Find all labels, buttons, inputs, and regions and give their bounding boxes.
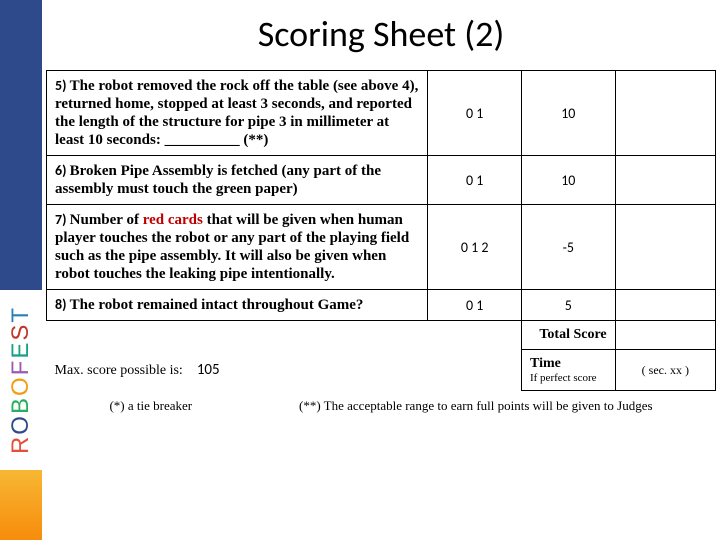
row-desc: The robot removed the rock off the table… bbox=[55, 78, 418, 148]
row-blank bbox=[615, 71, 715, 156]
time-label: Time If perfect score bbox=[521, 350, 615, 391]
row-num: 7) bbox=[55, 211, 66, 228]
row-pts: 10 bbox=[521, 156, 615, 205]
table-row: 5) The robot removed the rock off the ta… bbox=[47, 71, 716, 156]
time-unit: ( sec. xx ) bbox=[615, 350, 715, 391]
row-opts: 0 1 bbox=[428, 156, 522, 205]
total-row: Total Score bbox=[47, 321, 716, 350]
footnotes: (*) a tie breaker (**) The acceptable ra… bbox=[46, 391, 716, 421]
max-label: Max. score possible is: bbox=[55, 363, 183, 378]
table-row: 7) Number of red cards that will be give… bbox=[47, 205, 716, 290]
max-score-row: Max. score possible is: 105 Time If perf… bbox=[47, 350, 716, 391]
page-title: Scoring Sheet (2) bbox=[42, 12, 720, 56]
row-pts: 10 bbox=[521, 71, 615, 156]
red-cards-text: red cards bbox=[143, 212, 203, 228]
sidebar-blue-block bbox=[0, 0, 42, 290]
table-row: 6) Broken Pipe Assembly is fetched (any … bbox=[47, 156, 716, 205]
left-sidebar: ROBOFEST bbox=[0, 0, 42, 540]
footnote-a: (*) a tie breaker bbox=[109, 398, 192, 414]
row-desc: The robot remained intact throughout Gam… bbox=[70, 297, 364, 313]
row-pts: 5 bbox=[521, 290, 615, 321]
scoring-sheet: 5) The robot removed the rock off the ta… bbox=[46, 70, 716, 421]
footnote-b: (**) The acceptable range to earn full p… bbox=[299, 398, 653, 414]
row-num: 6) bbox=[55, 162, 66, 179]
row-opts: 0 1 bbox=[428, 290, 522, 321]
row-num: 5) bbox=[55, 77, 66, 94]
sidebar-orange-block bbox=[0, 470, 42, 540]
score-table: 5) The robot removed the rock off the ta… bbox=[46, 70, 716, 391]
row-blank bbox=[615, 156, 715, 205]
row-opts: 0 1 bbox=[428, 71, 522, 156]
row-desc: Broken Pipe Assembly is fetched (any par… bbox=[55, 163, 381, 197]
total-score-blank bbox=[615, 321, 715, 350]
max-value: 105 bbox=[197, 361, 220, 379]
table-row: 8) The robot remained intact throughout … bbox=[47, 290, 716, 321]
row-num: 8) bbox=[55, 296, 66, 313]
row-blank bbox=[615, 205, 715, 290]
row-blank bbox=[615, 290, 715, 321]
robofest-logo: ROBOFEST bbox=[0, 290, 42, 470]
row-desc: Number of red cards that will be given w… bbox=[55, 212, 409, 282]
row-pts: -5 bbox=[521, 205, 615, 290]
row-opts: 0 1 2 bbox=[428, 205, 522, 290]
total-score-label: Total Score bbox=[521, 321, 615, 350]
